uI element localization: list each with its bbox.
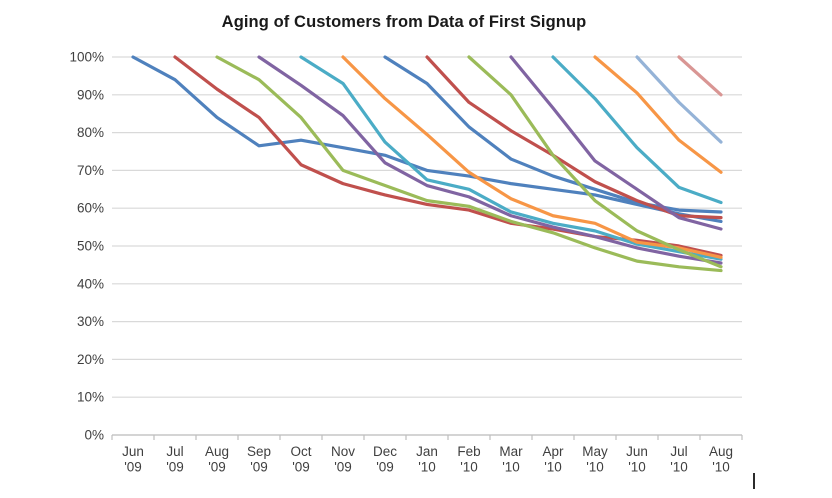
text-cursor-artifact [753,473,755,489]
series-line-jun-10-cohort [635,55,723,144]
x-axis-tick-label: Nov '09 [331,444,355,475]
x-axis-tick-label: Sep '09 [247,444,271,475]
series-line-jun-09-cohort [131,55,723,224]
y-axis-tick-label: 0% [84,428,104,443]
series-line-may-10-cohort [593,55,723,174]
x-axis-tick-label: Dec '09 [373,444,397,475]
y-axis-tick-label: 60% [77,201,104,216]
series-line-oct-09-cohort [299,55,723,261]
chart-title: Aging of Customers from Data of First Si… [221,13,587,31]
x-axis-tick-label: Jun '09 [122,444,144,475]
x-axis-tick-label: Oct '09 [290,444,311,475]
y-axis-tick-label: 20% [77,352,104,367]
y-axis-tick-label: 10% [77,390,104,405]
x-axis-tick-label: May '10 [582,444,608,475]
x-axis-tick-label: Feb '10 [457,444,480,475]
series-line-jul-09-cohort [173,55,723,258]
y-axis-tick-label: 70% [77,163,104,178]
x-axis-tick-label: Apr '10 [542,444,564,475]
y-axis-tick-label: 30% [77,314,104,329]
x-axis-tick-label: Jul '10 [670,444,688,475]
y-axis-tick-label: 40% [77,276,104,291]
x-axis-tick-label: Jul '09 [166,444,184,475]
series-line-nov-09-cohort [341,55,723,259]
series-line-mar-10-cohort [509,55,723,231]
y-axis-tick-label: 80% [77,125,104,140]
x-axis-tick-label: Jan '10 [416,444,438,475]
x-axis-tick-label: Mar '10 [499,444,523,475]
y-axis-tick-label: 100% [69,50,104,65]
series-line-apr-10-cohort [551,55,723,205]
series-line-sep-09-cohort [257,55,723,265]
series-line-aug-09-cohort [215,55,723,273]
x-axis-tick-label: Aug '10 [709,444,733,475]
y-axis-tick-label: 50% [77,239,104,254]
x-axis-tick-label: Jun '10 [626,444,648,475]
y-axis-tick-label: 90% [77,87,104,102]
series-line-jul-10-cohort [677,55,723,97]
x-axis-tick-label: Aug '09 [205,444,229,475]
series-line-feb-10-cohort [467,55,723,269]
